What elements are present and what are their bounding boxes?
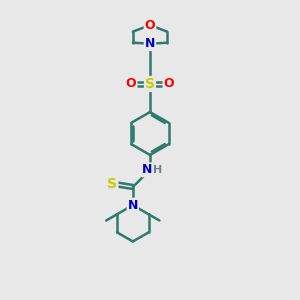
- Text: S: S: [107, 177, 117, 191]
- Text: N: N: [142, 163, 152, 176]
- Text: N: N: [128, 199, 138, 212]
- Text: H: H: [153, 165, 162, 175]
- Text: S: S: [145, 77, 155, 91]
- Text: N: N: [145, 37, 155, 50]
- Text: O: O: [145, 19, 155, 32]
- Text: O: O: [164, 77, 174, 91]
- Text: O: O: [126, 77, 136, 91]
